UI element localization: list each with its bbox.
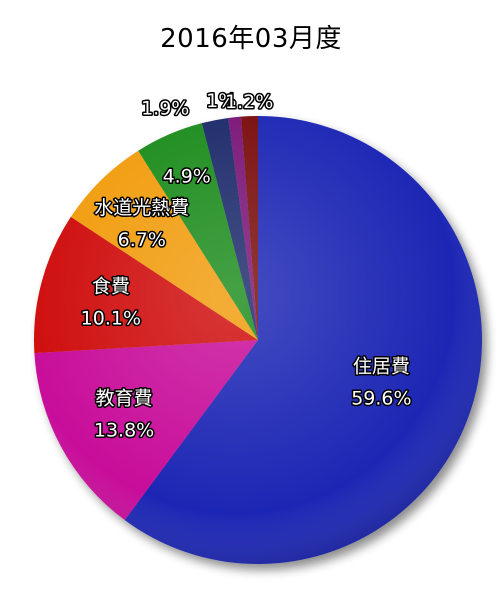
pie-labels: 住居費 59.6% 教育費 13.8% 食費 10.1% 水道光熱費 6.7% 4.9% 1.9%… [79,88,413,443]
slice-label: 教育費 13.8% [94,388,154,442]
slice-label: 住居費 59.6% [351,356,411,410]
slice-label: 1.9% [141,97,189,119]
slice-label: 食費 10.1% [81,276,141,330]
chart-title: 2016年03月度 [160,24,342,54]
slice-label: 水道光熱費 6.7% [94,197,189,251]
slice-label: 4.9% [163,166,211,188]
slice-label: 1% [206,90,236,112]
slice-label: 1.2% [225,91,273,113]
pie-slices [33,116,482,564]
